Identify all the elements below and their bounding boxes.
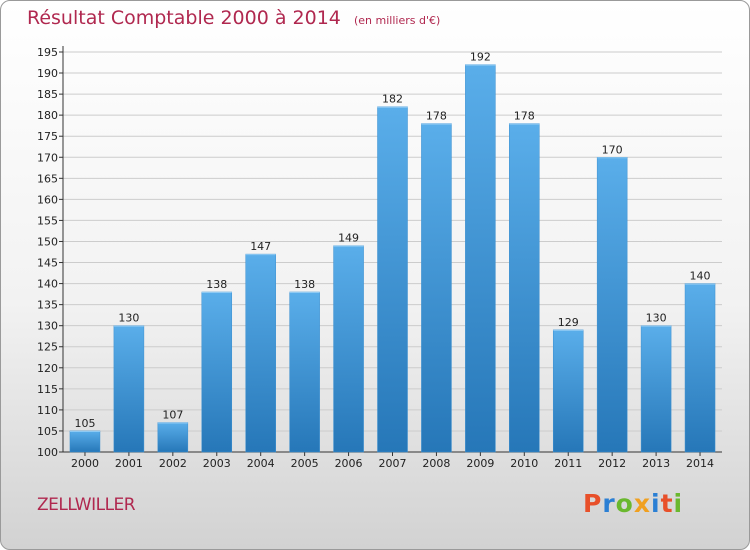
x-tick-label: 2005 (291, 457, 319, 470)
x-tick-label: 2007 (379, 457, 407, 470)
bar-2006 (333, 245, 364, 453)
y-tick-label: 150 (37, 235, 58, 248)
bar-2004 (245, 253, 276, 453)
bar-2012 (596, 157, 628, 453)
x-tick-labels: 2000 2001 2002 2003 2004 2005 2006 2007 2008 2009… (71, 457, 714, 470)
data-label: 130 (118, 312, 139, 325)
x-tick-label: 2010 (510, 457, 538, 470)
bar-2009 (465, 64, 496, 453)
chart-title: Résultat Comptable 2000 à 2014 (27, 7, 341, 29)
data-label: 192 (470, 51, 491, 64)
y-tick-label: 180 (37, 109, 58, 122)
data-label: 140 (690, 270, 711, 283)
y-tick-label: 120 (37, 362, 58, 375)
data-label: 129 (558, 316, 579, 329)
x-tick-label: 2013 (642, 457, 670, 470)
logo-letter: r (602, 489, 616, 518)
logo-letter: i (651, 489, 661, 518)
x-tick-label: 2008 (422, 457, 450, 470)
bars (69, 64, 716, 453)
data-label: 182 (382, 93, 403, 106)
x-tick-label: 2009 (466, 457, 494, 470)
x-tick-label: 2014 (686, 457, 714, 470)
y-tick-label: 140 (37, 278, 58, 291)
y-tick-label: 195 (37, 46, 58, 59)
y-tick-label: 155 (37, 214, 58, 227)
bar-2013 (640, 325, 672, 453)
y-tick-label: 175 (37, 130, 58, 143)
title-row: Résultat Comptable 2000 à 2014 (en milli… (27, 7, 440, 29)
y-tick-label: 115 (37, 383, 58, 396)
data-label: 130 (646, 312, 667, 325)
x-tick-label: 2011 (554, 457, 582, 470)
bar-2001 (113, 325, 145, 453)
data-label: 178 (514, 110, 535, 123)
chart-subtitle: (en milliers d'€) (353, 14, 441, 27)
data-label: 105 (74, 417, 95, 430)
bar-2014 (684, 283, 716, 453)
bar-2002 (157, 422, 189, 453)
bar-2011 (552, 329, 584, 453)
data-label: 138 (206, 278, 227, 291)
data-label: 138 (294, 278, 315, 291)
x-tick-label: 2000 (71, 457, 99, 470)
bar-2003 (201, 291, 233, 453)
y-tick-label: 130 (37, 320, 58, 333)
data-label: 178 (426, 110, 447, 123)
x-tick-label: 2003 (203, 457, 231, 470)
logo-letter: i (673, 489, 684, 518)
commune-name: ZELLWILLER (37, 495, 136, 515)
x-tick-label: 2012 (598, 457, 626, 470)
y-tick-label: 185 (37, 88, 58, 101)
bar-2007 (377, 106, 408, 453)
y-tick-label: 105 (37, 425, 58, 438)
logo-letter: t (660, 489, 674, 518)
proxiti-logo[interactable]: Proxiti (583, 489, 683, 518)
bar-2005 (289, 291, 320, 453)
y-tick-label: 125 (37, 341, 58, 354)
bar-2008 (421, 123, 452, 453)
logo-letter: P (583, 489, 603, 518)
y-tick-label: 135 (37, 299, 58, 312)
logo-letter: o (615, 489, 634, 518)
bar-2010 (509, 123, 540, 453)
data-label: 147 (250, 240, 271, 253)
data-labels: 105 130 107 138 147 138 149 182 178 192 178 129 170 1… (74, 51, 710, 430)
y-tick-label: 170 (37, 151, 58, 164)
bar-2000 (69, 430, 101, 453)
y-tick-label: 160 (37, 193, 58, 206)
data-label: 149 (338, 232, 359, 245)
data-label: 107 (162, 409, 183, 422)
y-tick-label: 190 (37, 67, 58, 80)
y-tick-label: 110 (37, 404, 58, 417)
y-tick-label: 100 (37, 446, 58, 459)
x-tick-label: 2004 (247, 457, 275, 470)
y-tick-labels: 100 105 110 115 120 125 130 135 140 145 150 155 160 1… (37, 46, 58, 459)
y-tick-label: 145 (37, 257, 58, 270)
x-tick-label: 2002 (159, 457, 187, 470)
y-tick-label: 165 (37, 172, 58, 185)
x-tick-label: 2006 (335, 457, 363, 470)
x-tick-label: 2001 (115, 457, 143, 470)
logo-letter: x (633, 489, 651, 518)
data-label: 170 (602, 143, 623, 156)
